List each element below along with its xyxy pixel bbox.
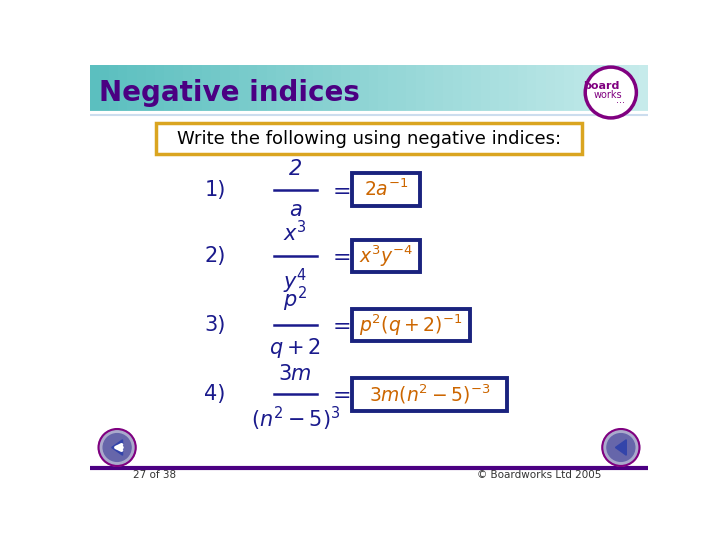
Bar (360, 65, 370, 112)
Text: $=$: $=$ (328, 179, 351, 200)
Bar (239, 65, 249, 112)
Bar (90, 65, 100, 112)
Bar (323, 65, 333, 112)
Bar (472, 65, 482, 112)
Bar (601, 65, 611, 112)
Circle shape (99, 429, 136, 466)
Bar (109, 65, 119, 112)
Polygon shape (112, 440, 122, 455)
Bar (425, 65, 435, 112)
Text: $3m(n^2-5)^{-3}$: $3m(n^2-5)^{-3}$ (369, 383, 490, 406)
FancyBboxPatch shape (352, 378, 507, 410)
Bar (230, 65, 240, 112)
Bar (415, 65, 426, 112)
Polygon shape (616, 440, 626, 455)
Bar (276, 65, 286, 112)
Text: $=$: $=$ (328, 384, 351, 404)
Bar (155, 65, 165, 112)
Circle shape (602, 429, 639, 466)
Circle shape (607, 434, 635, 461)
Bar (220, 65, 230, 112)
Bar (378, 65, 388, 112)
Bar (508, 65, 518, 112)
Text: ...: ... (616, 95, 625, 105)
Bar (202, 65, 212, 112)
Text: $(n^2-5)^3$: $(n^2-5)^3$ (251, 405, 340, 433)
Text: 3): 3) (204, 315, 225, 335)
Circle shape (585, 67, 636, 118)
Bar (145, 65, 156, 112)
Text: $p^2(q+2)^{-1}$: $p^2(q+2)^{-1}$ (359, 312, 463, 338)
Bar (481, 65, 490, 112)
Bar (258, 65, 267, 112)
Text: board: board (583, 80, 620, 91)
Text: $3m$: $3m$ (279, 363, 312, 383)
Bar (304, 65, 314, 112)
Bar (527, 65, 537, 112)
Bar (332, 65, 342, 112)
Text: 27 of 38: 27 of 38 (132, 470, 176, 480)
Bar (285, 65, 295, 112)
Bar (341, 65, 351, 112)
Bar (127, 65, 138, 112)
Bar (164, 65, 174, 112)
Bar (518, 65, 528, 112)
Bar (192, 65, 202, 112)
Bar (444, 65, 454, 112)
Text: $p^2$: $p^2$ (283, 285, 307, 314)
Bar (499, 65, 509, 112)
Text: Write the following using negative indices:: Write the following using negative indic… (177, 130, 561, 148)
Bar (99, 65, 109, 112)
Bar (211, 65, 221, 112)
Text: © Boardworks Ltd 2005: © Boardworks Ltd 2005 (477, 470, 601, 480)
Bar (406, 65, 416, 112)
Text: 1): 1) (204, 179, 225, 200)
Bar (369, 65, 379, 112)
Bar (620, 65, 630, 112)
Text: a: a (289, 200, 302, 220)
Bar (118, 65, 128, 112)
Text: $q+2$: $q+2$ (269, 336, 321, 360)
Bar (574, 65, 584, 112)
Bar (546, 65, 556, 112)
Bar (387, 65, 397, 112)
FancyBboxPatch shape (352, 240, 420, 272)
FancyBboxPatch shape (156, 123, 582, 154)
Bar (351, 65, 361, 112)
Circle shape (103, 434, 131, 461)
Bar (583, 65, 593, 112)
Bar (183, 65, 193, 112)
Text: $=$: $=$ (328, 315, 351, 335)
Bar (453, 65, 463, 112)
Bar (462, 65, 472, 112)
Bar (266, 65, 276, 112)
Text: $x^3y^{-4}$: $x^3y^{-4}$ (359, 243, 413, 268)
Text: $y^4$: $y^4$ (283, 267, 307, 296)
Bar (434, 65, 444, 112)
Bar (294, 65, 305, 112)
Text: Negative indices: Negative indices (99, 78, 360, 106)
Bar (174, 65, 184, 112)
Bar (555, 65, 565, 112)
Text: $x^3$: $x^3$ (284, 220, 307, 245)
Text: $2a^{-1}$: $2a^{-1}$ (364, 179, 408, 200)
Bar (564, 65, 575, 112)
Text: 2): 2) (204, 246, 225, 266)
FancyBboxPatch shape (352, 309, 469, 341)
Text: $=$: $=$ (328, 246, 351, 266)
Bar (593, 65, 602, 112)
Bar (639, 65, 649, 112)
Text: 4): 4) (204, 384, 225, 404)
FancyBboxPatch shape (352, 173, 420, 206)
Bar (313, 65, 323, 112)
Text: works: works (593, 90, 622, 100)
Bar (611, 65, 621, 112)
Bar (137, 65, 147, 112)
Bar (629, 65, 639, 112)
Bar (397, 65, 407, 112)
Bar (248, 65, 258, 112)
Bar (490, 65, 500, 112)
Bar (536, 65, 546, 112)
Text: 2: 2 (289, 159, 302, 179)
